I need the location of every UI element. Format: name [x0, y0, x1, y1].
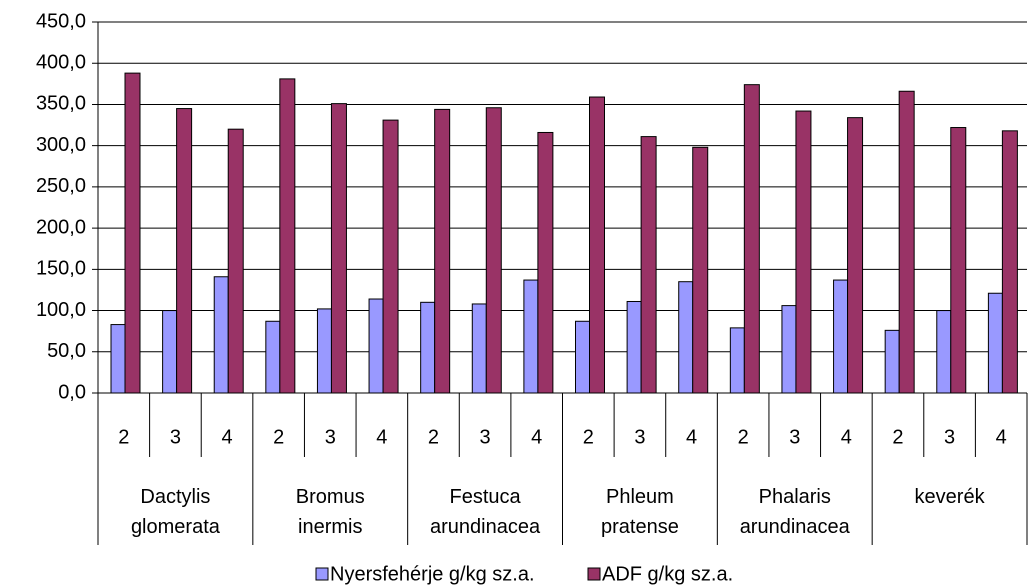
bar	[124, 72, 141, 394]
x-tick-label: 4	[376, 426, 387, 448]
x-tick-label: 2	[273, 426, 284, 448]
bar	[626, 300, 642, 394]
bar	[316, 308, 332, 394]
bar	[729, 327, 745, 394]
bar	[575, 320, 590, 394]
bar	[265, 320, 281, 394]
y-tick-label: 450,0	[36, 10, 86, 32]
bar	[898, 90, 915, 394]
group-label: keverék	[914, 486, 985, 508]
bar	[781, 305, 797, 394]
x-tick-label: 2	[892, 426, 903, 448]
bar	[950, 127, 967, 394]
group-label: Phleum pratense	[600, 486, 679, 538]
x-tick-label: 4	[686, 426, 697, 448]
bar	[795, 110, 812, 394]
y-tick-label: 150,0	[36, 258, 86, 280]
group-label: Phalaris arundinacea	[739, 486, 850, 538]
group-label: Bromus inermis	[295, 486, 365, 538]
y-tick-label: 200,0	[36, 216, 86, 238]
x-tick-label: 4	[531, 426, 542, 448]
bar	[330, 103, 347, 394]
bar	[227, 128, 244, 394]
bar	[678, 281, 694, 394]
bar	[471, 303, 487, 394]
legend-swatch	[587, 567, 601, 581]
bar	[847, 117, 864, 394]
bar	[213, 276, 229, 394]
y-tick-label: 350,0	[36, 93, 86, 115]
bar	[110, 324, 126, 394]
y-tick-label: 0,0	[58, 381, 86, 403]
bar	[368, 298, 384, 394]
x-tick-label: 3	[944, 426, 955, 448]
legend-label: ADF g/kg sz.a.	[602, 563, 733, 585]
bar	[523, 279, 539, 394]
bar	[279, 78, 296, 394]
y-tick-label: 250,0	[36, 175, 86, 197]
legend-label: Nyersfehérje g/kg sz.a.	[330, 563, 535, 585]
bar	[537, 131, 554, 394]
x-tick-label: 2	[583, 426, 594, 448]
x-tick-label: 4	[841, 426, 852, 448]
legend-swatch	[315, 567, 329, 581]
x-tick-label: 3	[170, 426, 181, 448]
bar	[833, 279, 849, 394]
y-tick-label: 300,0	[36, 134, 86, 156]
x-tick-label: 4	[996, 426, 1007, 448]
y-tick-label: 400,0	[36, 52, 86, 74]
x-tick-label: 3	[325, 426, 336, 448]
x-tick-label: 3	[789, 426, 800, 448]
x-tick-label: 2	[428, 426, 439, 448]
x-tick-label: 3	[634, 426, 645, 448]
bar	[176, 108, 193, 394]
bar	[884, 329, 900, 394]
x-tick-label: 4	[221, 426, 232, 448]
bar	[420, 301, 436, 394]
bar	[987, 292, 1003, 394]
bar	[589, 96, 605, 394]
bar	[162, 310, 178, 394]
bar	[382, 119, 399, 394]
bar	[434, 108, 451, 394]
bar	[692, 146, 709, 394]
group-label: Dactylis glomerata	[130, 486, 220, 538]
y-tick-label: 100,0	[36, 299, 86, 321]
bar	[485, 107, 502, 394]
group-label: Festuca arundinacea	[430, 486, 541, 538]
bar	[936, 310, 952, 394]
x-tick-label: 2	[738, 426, 749, 448]
x-tick-label: 2	[118, 426, 129, 448]
y-tick-label: 50,0	[47, 340, 86, 362]
bar	[743, 84, 760, 394]
bar	[1001, 130, 1018, 394]
x-tick-label: 3	[480, 426, 491, 448]
bar	[640, 136, 657, 394]
